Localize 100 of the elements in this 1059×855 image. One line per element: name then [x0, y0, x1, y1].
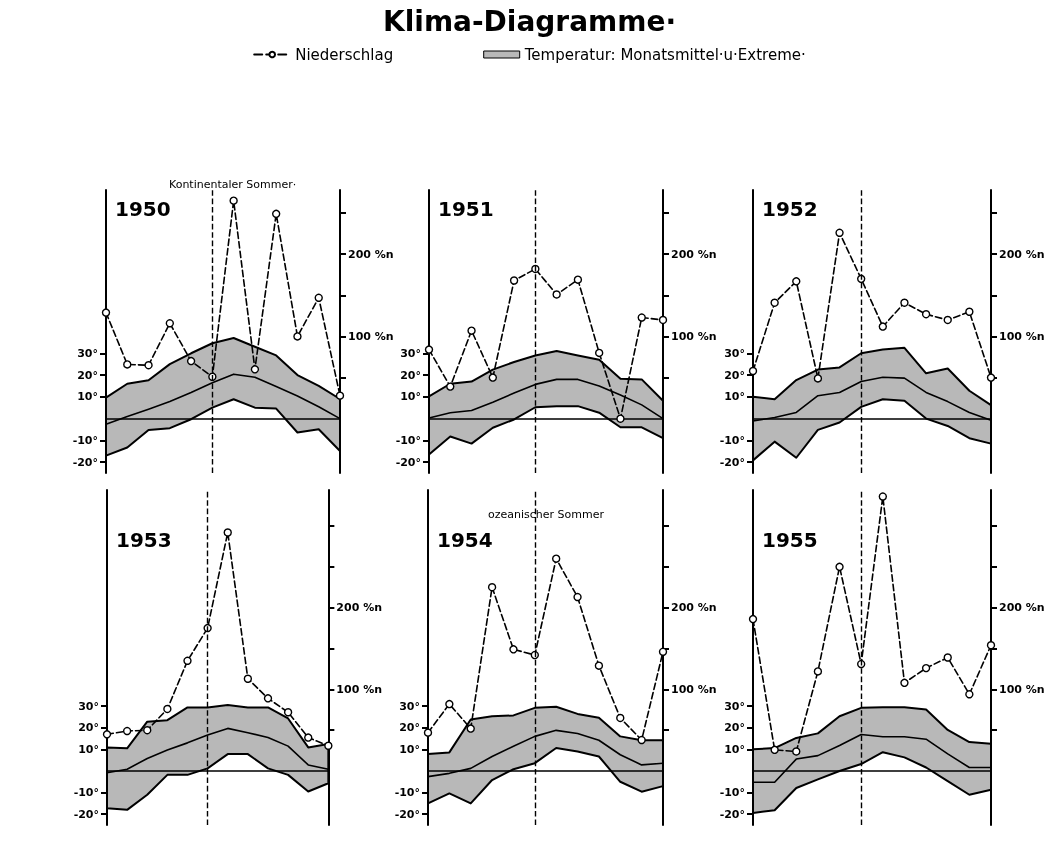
point: [466, 724, 475, 733]
y2-tick-label: 100 %n: [999, 329, 1045, 343]
point: [658, 647, 668, 656]
legend-label: Niederschlag: [295, 45, 394, 64]
point: [123, 360, 132, 369]
point: [748, 366, 758, 376]
point: [304, 733, 313, 742]
y-tick-label: 10°: [399, 742, 420, 756]
point: [965, 690, 974, 699]
point: [594, 661, 604, 670]
point: [573, 592, 582, 602]
point: [487, 583, 497, 592]
point: [900, 298, 909, 307]
y-tick-label: -20°: [394, 807, 420, 821]
point: [163, 704, 172, 714]
point: [748, 614, 758, 624]
point: [424, 345, 434, 354]
point: [467, 326, 476, 335]
point: [229, 196, 238, 205]
point: [616, 414, 625, 423]
point: [813, 667, 823, 676]
y-tick-label: 30°: [724, 699, 745, 713]
chart-subtitle: Kontinentaler Sommer·: [169, 178, 297, 191]
chart-title: 1952: [762, 197, 818, 221]
point: [658, 315, 668, 325]
y-tick-label: 20°: [399, 721, 420, 735]
point: [943, 315, 952, 325]
point: [335, 391, 345, 400]
y-tick-label: 30°: [78, 699, 99, 713]
text: 1953: [116, 528, 172, 552]
y-tick-label: 20°: [724, 368, 745, 382]
point: [144, 361, 153, 370]
y2-tick-label: 100 %n: [999, 682, 1045, 696]
y-tick-label: -10°: [394, 786, 420, 800]
point: [250, 365, 260, 374]
y-tick-label: 20°: [724, 721, 745, 735]
point: [792, 747, 801, 756]
point: [856, 274, 866, 284]
point: [509, 645, 518, 654]
point: [243, 674, 253, 683]
point: [551, 554, 561, 563]
y2-tick-label: 100 %n: [671, 329, 717, 343]
point: [293, 332, 302, 341]
y2-tick-label: 200 %n: [336, 601, 383, 615]
point: [770, 745, 779, 755]
point: [445, 699, 454, 709]
point: [921, 663, 931, 673]
point: [792, 277, 801, 286]
point: [637, 735, 646, 745]
point: [921, 310, 931, 319]
point: [943, 653, 952, 662]
point: [101, 308, 111, 317]
y-tick-label: -20°: [719, 807, 745, 821]
point: [283, 708, 293, 717]
y-tick-label: 30°: [77, 346, 98, 360]
point: [102, 730, 112, 739]
y2-tick-label: 200 %n: [999, 247, 1045, 261]
y-tick-label: 30°: [399, 699, 420, 713]
point: [509, 276, 519, 285]
y-tick-label: -20°: [72, 455, 98, 469]
text: ozeanischer Sommer: [488, 508, 605, 521]
point: [263, 694, 273, 703]
point: [965, 307, 974, 316]
point: [314, 293, 323, 302]
point: [770, 298, 779, 307]
point: [552, 290, 561, 299]
point: [531, 264, 540, 274]
point: [813, 374, 823, 383]
text: 1954: [437, 528, 493, 552]
y-tick-label: 20°: [400, 368, 421, 382]
y2-tick-label: 100 %n: [336, 682, 383, 696]
point: [594, 348, 604, 358]
point: [122, 726, 132, 736]
point: [573, 275, 583, 284]
point: [637, 313, 646, 322]
text: 1955: [762, 528, 818, 552]
point: [143, 726, 152, 735]
y-tick-label: 10°: [400, 390, 421, 404]
legend-label: Temperatur: Monatsmittel·u·Extreme·: [523, 45, 806, 64]
point: [986, 373, 996, 382]
y-tick-label: -20°: [395, 455, 421, 469]
y-tick-label: -20°: [73, 807, 99, 821]
y2-tick-label: 200 %n: [671, 601, 717, 615]
y-tick-label: -10°: [395, 433, 421, 447]
text: Klima-Diagramme·: [382, 4, 677, 38]
y2-tick-label: 200 %n: [348, 247, 394, 261]
point: [616, 713, 625, 723]
y-tick-label: 10°: [724, 390, 745, 404]
point: [878, 322, 888, 331]
y-tick-label: 10°: [77, 390, 98, 404]
point: [165, 319, 175, 328]
chart-title: 1950: [115, 197, 171, 221]
point: [223, 528, 232, 537]
point: [183, 656, 192, 665]
y-tick-label: 10°: [724, 742, 745, 756]
y-tick-label: 30°: [400, 346, 421, 360]
y-tick-label: 10°: [78, 742, 99, 756]
y-tick-label: -10°: [719, 786, 745, 800]
y2-tick-label: 100 %n: [348, 329, 394, 343]
y-tick-label: -10°: [719, 433, 745, 447]
